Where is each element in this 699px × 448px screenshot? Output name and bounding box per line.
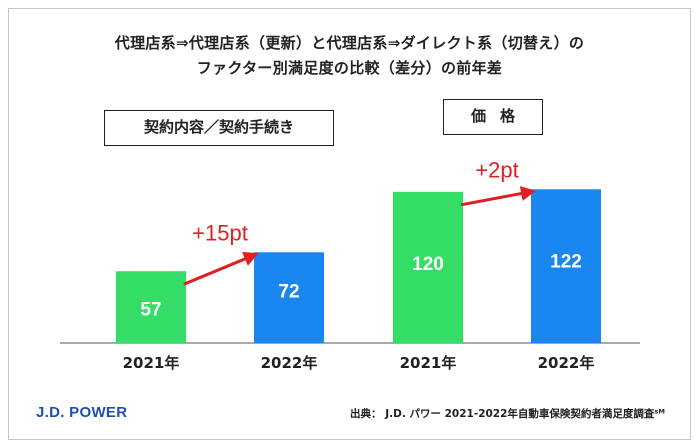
bar-2021年-0 (116, 271, 186, 343)
bar-value-label: 72 (278, 282, 299, 303)
bar-2021年-1 (393, 191, 463, 343)
bar-value-label: 122 (550, 251, 582, 272)
x-tick-label: 2021年 (123, 354, 180, 372)
bar-value-label: 57 (140, 300, 161, 321)
bar-value-label: 120 (412, 254, 444, 275)
difference-label: +15pt (192, 220, 248, 245)
panel-label-contract: 契約内容／契約手続き (104, 110, 334, 146)
x-tick-label: 2021年 (400, 354, 457, 372)
panel-label-price: 価格 (443, 99, 543, 135)
chart-title-line2: ファクター別満足度の比較（差分）の前年差 (196, 59, 503, 77)
bar-2022年-0 (254, 252, 324, 343)
difference-label: +2pt (475, 157, 518, 182)
x-tick-label: 2022年 (261, 354, 318, 372)
difference-arrow (183, 251, 259, 286)
chart-title-line1: 代理店系⇒代理店系（更新）と代理店系⇒ダイレクト系（切替え）の (114, 34, 585, 52)
difference-arrow (460, 186, 536, 207)
jdpower-logo: J.D. POWER (36, 404, 128, 421)
bar-2022年-1 (531, 189, 601, 343)
source-note: 出典： J.D. パワー 2021-2022年自動車保険契約者満足度調査ˢᴹ (350, 408, 665, 420)
x-tick-label: 2022年 (538, 354, 595, 372)
